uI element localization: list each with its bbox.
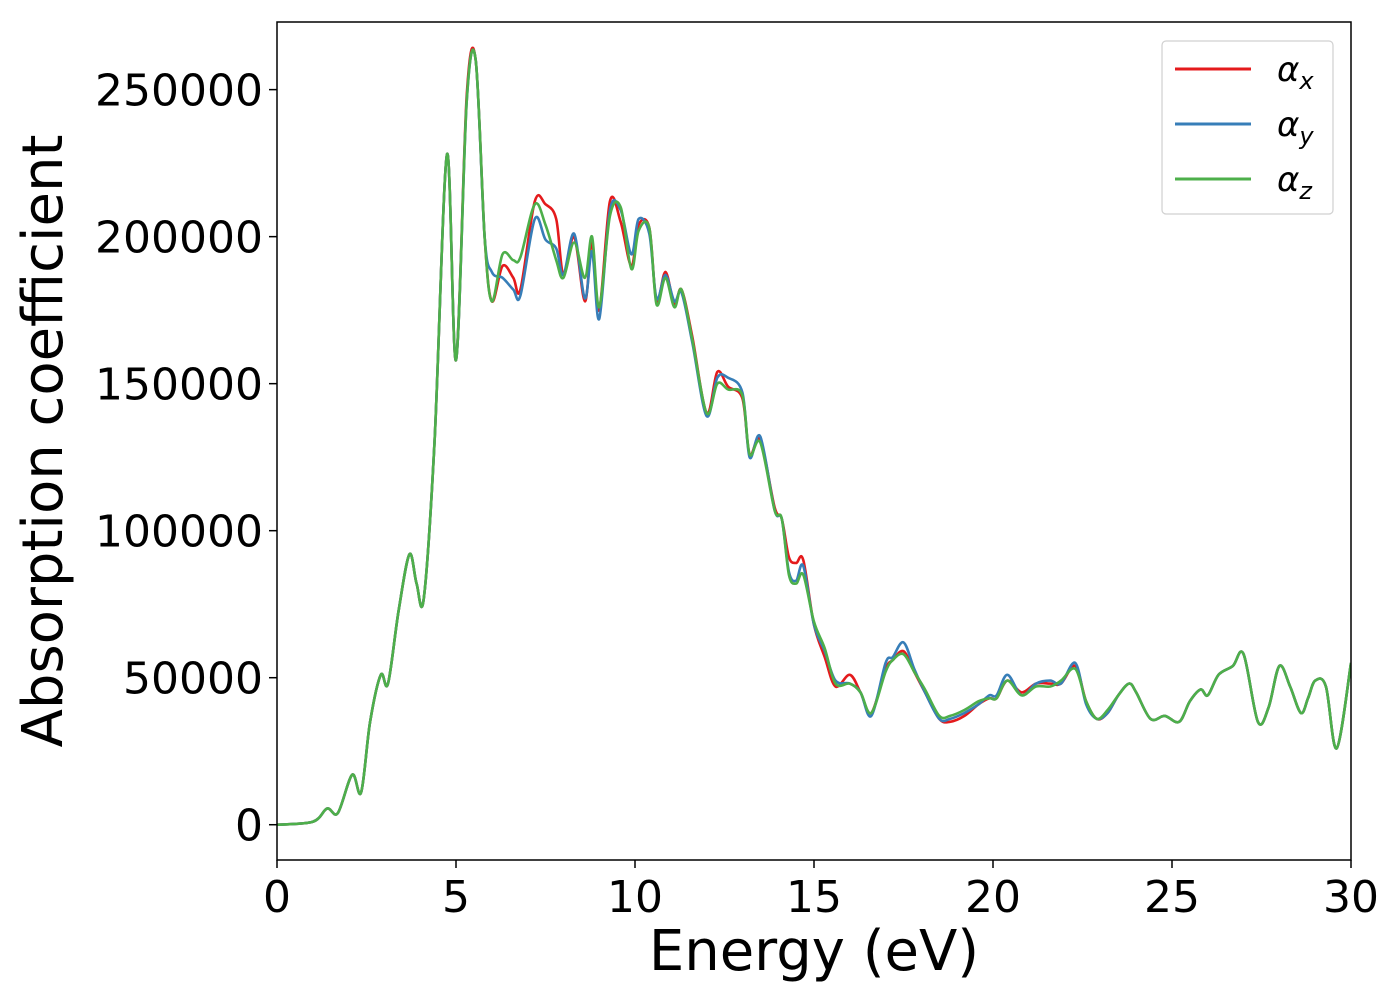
y-tick-label: 150000 xyxy=(95,360,263,411)
y-tick-label: 50000 xyxy=(123,654,263,705)
legend-label-x: αx xyxy=(1277,50,1314,95)
x-tick-label: 25 xyxy=(1144,872,1200,923)
y-tick-label: 100000 xyxy=(95,507,263,558)
series-layer xyxy=(277,46,1351,826)
x-axis-ticks: 0 5 10 15 20 25 30 xyxy=(263,860,1379,923)
legend: αx αy αz xyxy=(1161,40,1334,215)
y-axis-title: Absorption coefficient xyxy=(11,135,76,748)
legend-label-y: αy xyxy=(1277,105,1314,150)
y-tick-label: 200000 xyxy=(95,213,263,264)
x-tick-label: 30 xyxy=(1323,872,1379,923)
x-tick-label: 5 xyxy=(442,872,470,923)
y-tick-label: 250000 xyxy=(95,66,263,117)
x-tick-label: 15 xyxy=(786,872,842,923)
x-tick-label: 10 xyxy=(607,872,663,923)
x-tick-label: 20 xyxy=(965,872,1021,923)
x-axis-title: Energy (eV) xyxy=(649,919,979,984)
legend-box xyxy=(1161,40,1334,215)
y-tick-label: 0 xyxy=(235,801,263,852)
y-axis-ticks: 0 50000 100000 150000 200000 250000 xyxy=(95,66,277,852)
legend-label-z: αz xyxy=(1277,160,1313,205)
x-tick-label: 0 xyxy=(263,872,291,923)
series-line-z xyxy=(277,48,1351,826)
